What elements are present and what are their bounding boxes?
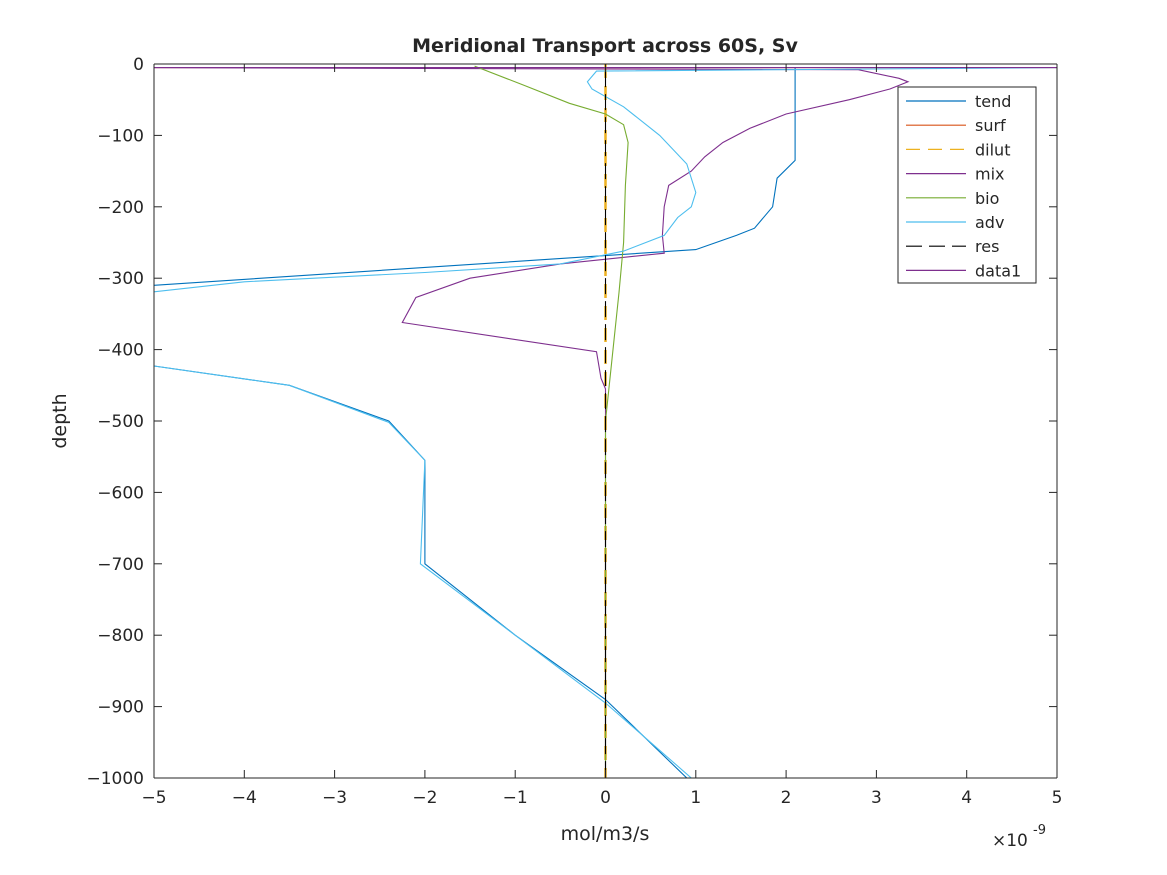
y-tick-label: −300	[97, 269, 144, 289]
legend-label-surf: surf	[975, 116, 1006, 135]
x-tick-label: −4	[232, 788, 257, 808]
series-line-tend	[154, 67, 796, 778]
x-exponent-power: -9	[1033, 823, 1046, 838]
x-axis-title: mol/m3/s	[561, 823, 650, 845]
y-tick-label: −700	[97, 555, 144, 575]
x-tick-label: 1	[690, 788, 701, 808]
legend-label-dilut: dilut	[975, 140, 1010, 159]
x-tick-label: 2	[781, 788, 792, 808]
series-line-adv	[154, 67, 1057, 778]
x-tick-label: −3	[322, 788, 347, 808]
y-tick-label: −600	[97, 483, 144, 503]
legend-items: tend surf dilut mix bio adv res data1	[906, 92, 1021, 280]
y-axis-title: depth	[49, 393, 71, 448]
ticks-layer: −5 −4 −3 −2 −1 0 1 2 3 4 5 0 −100 −200 −300 −400 −500 −60…	[86, 55, 1062, 808]
x-tick-label: −1	[503, 788, 528, 808]
y-tick-label: −800	[97, 626, 144, 646]
y-tick-label: −200	[97, 198, 144, 218]
y-tick-label: 0	[133, 55, 144, 75]
legend-label-bio: bio	[975, 189, 999, 208]
legend-label-mix: mix	[975, 165, 1005, 184]
series-line-bio	[474, 65, 629, 778]
y-tick-label: −900	[97, 698, 144, 718]
series-line-mix	[154, 67, 910, 778]
x-tick-label: −2	[412, 788, 437, 808]
legend: tend surf dilut mix bio adv res data1	[897, 86, 1037, 284]
legend-label-tend: tend	[975, 92, 1011, 111]
chart-title: Meridional Transport across 60S, Sv	[412, 35, 798, 57]
legend-label-data1: data1	[975, 261, 1021, 280]
x-exponent: ×10 -9	[992, 823, 1046, 851]
x-tick-label: 3	[871, 788, 882, 808]
y-tick-label: −100	[97, 126, 144, 146]
legend-label-res: res	[975, 237, 999, 256]
y-tick-label: −500	[97, 412, 144, 432]
legend-box	[897, 86, 1037, 284]
legend-label-adv: adv	[975, 213, 1004, 232]
x-tick-label: 4	[961, 788, 972, 808]
x-exponent-base: ×10	[992, 831, 1028, 851]
y-tick-label: −1000	[86, 769, 144, 789]
x-tick-label: 0	[600, 788, 611, 808]
x-tick-label: 5	[1052, 788, 1063, 808]
x-tick-label: −5	[141, 788, 166, 808]
series-layer	[154, 64, 1057, 778]
y-tick-label: −400	[97, 341, 144, 361]
